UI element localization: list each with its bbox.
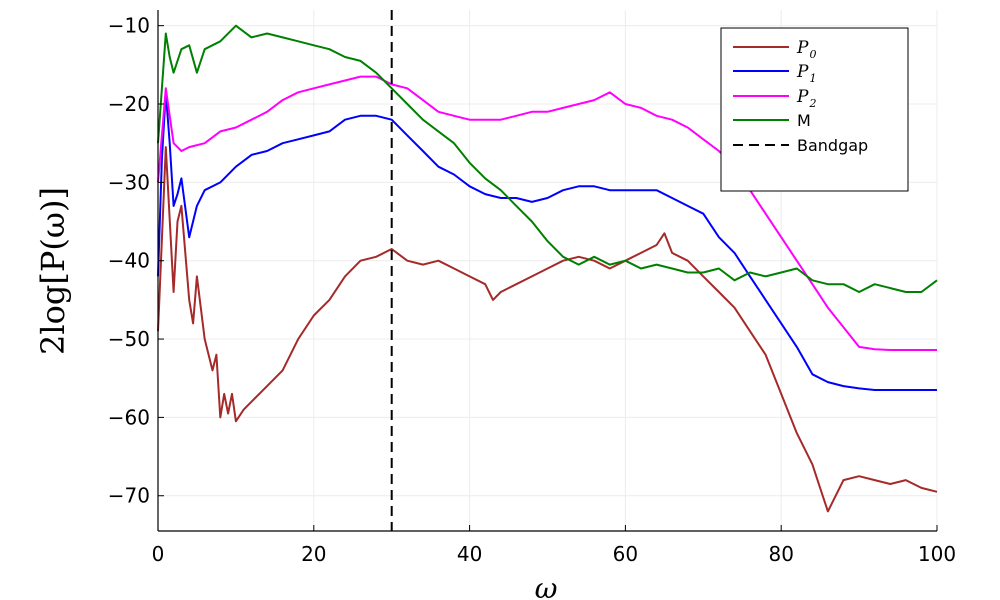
plot-frame [157,10,937,532]
x-tick-label: 40 [457,542,482,566]
x-ticks: 0 20 40 60 80 100 [152,525,956,566]
series-line-m [157,24,938,293]
series-line-p2 [157,75,937,351]
x-tick-label: 0 [152,542,165,566]
legend-label-m: M [797,111,811,130]
x-tick-label: 60 [613,542,638,566]
y-tick-label: −20 [108,92,150,116]
series-lines [157,10,938,531]
x-tick-label: 80 [768,542,793,566]
legend-box [720,27,909,192]
legend-label-p2: P2 [796,87,816,110]
x-tick-label: 20 [301,542,326,566]
y-tick-label: −30 [108,170,150,194]
series-line-p0 [157,146,938,513]
y-tick-label: −60 [108,405,150,429]
legend: P0 P1 P2 M Bandgap [720,27,909,192]
legend-label-bandgap: Bandgap [797,136,868,155]
y-tick-label: −10 [108,14,150,38]
legend-label-p1: P1 [796,62,816,85]
y-axis-label: 2log[P(ω)] [34,187,72,355]
y-ticks: −70 −60 −50 −40 −30 −20 −10 [108,14,164,508]
x-axis-label: ω [535,572,558,600]
legend-label-p0: P0 [796,38,816,61]
series-line-p1 [157,91,937,391]
y-tick-label: −70 [108,484,150,508]
x-tick-label: 100 [918,542,956,566]
grid [157,10,938,531]
y-tick-label: −40 [108,249,150,273]
y-tick-label: −50 [108,327,150,351]
